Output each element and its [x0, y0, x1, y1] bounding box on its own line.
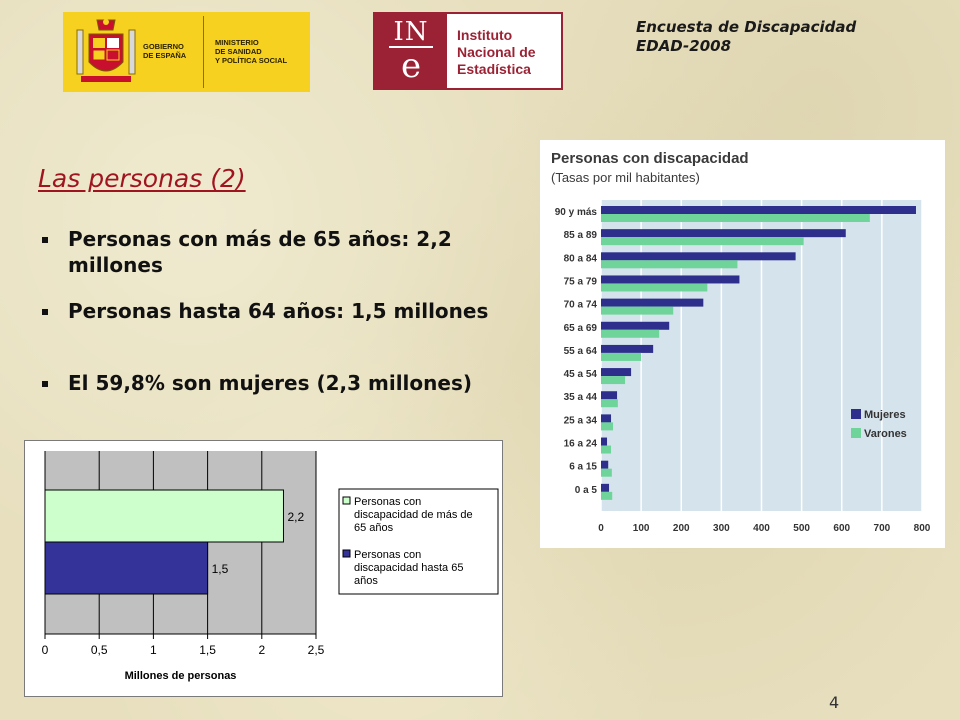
- bar: [601, 422, 614, 431]
- coat-of-arms-icon: [76, 19, 136, 82]
- ine-name: Instituto Nacional de Estadística: [457, 27, 536, 77]
- legend: Personas con discapacidad de más de 65 año…: [338, 488, 499, 595]
- x-tick-label: 700: [874, 523, 891, 534]
- y-tick-label: 6 a 15: [569, 462, 597, 473]
- y-tick-label: 16 a 24: [564, 439, 598, 450]
- ine-mark-icon: IN e: [375, 14, 447, 88]
- legend-swatch: [342, 549, 351, 558]
- legend-label: Personas con discapacidad de más de 65 año…: [354, 496, 473, 534]
- x-tick-label: 2,5: [308, 643, 325, 657]
- ine-logo: IN e Instituto Nacional de Estadística: [373, 12, 563, 90]
- bar: [601, 237, 804, 246]
- bar: [601, 437, 608, 446]
- bar: [601, 214, 870, 222]
- bullet-square-icon: [42, 237, 48, 243]
- gobierno-espana-logo: GOBIERNO DE ESPAÑA MINISTERIO DE SANIDAD…: [63, 12, 310, 92]
- bar: [601, 275, 740, 284]
- bar: [601, 391, 618, 400]
- bar: [601, 376, 626, 385]
- legend-swatch: [851, 409, 861, 419]
- y-tick-label: 55 a 64: [564, 346, 598, 357]
- bar: [601, 352, 642, 361]
- millions-chart-svg: 0 0,5 1 1,5 2 2,5 2,2 1,5 Millones de personas Pe…: [42, 451, 499, 682]
- bar: [601, 483, 610, 492]
- rates-chart: Personas con discapacidad (Tasas por mil …: [540, 140, 945, 548]
- bullet-item: Personas hasta 64 años: 1,5 millones: [42, 298, 502, 324]
- bullet-item: El 59,8% son mujeres (2,3 millones): [42, 370, 502, 396]
- legend-box: [338, 488, 499, 595]
- legend-label: Mujeres: [864, 409, 906, 421]
- x-tick-label: 500: [793, 523, 810, 534]
- x-tick-label: 600: [833, 523, 850, 534]
- bar: [601, 468, 612, 477]
- legend-label: Varones: [864, 428, 907, 440]
- bar: [601, 491, 613, 500]
- y-tick-label: 65 a 69: [564, 323, 598, 334]
- chart-subtitle: (Tasas por mil habitantes): [551, 170, 700, 185]
- bar: [601, 260, 738, 269]
- bullet-text: El 59,8% son mujeres (2,3 millones): [68, 371, 472, 395]
- bar: [601, 368, 632, 377]
- bar: [601, 399, 618, 408]
- bar: [601, 229, 846, 238]
- legend-label: Personas con discapacidad hasta 65 años: [354, 549, 463, 587]
- y-tick-label: 80 a 84: [564, 253, 598, 264]
- bar: [601, 445, 612, 454]
- bar: [601, 329, 660, 338]
- x-tick-label: 1: [150, 643, 157, 657]
- y-tick-label: 85 a 89: [564, 230, 598, 241]
- legend-swatch: [851, 428, 861, 438]
- y-tick-label: 35 a 44: [564, 392, 598, 403]
- bullet-item: Personas con más de 65 años: 2,2 millone…: [42, 226, 502, 278]
- millions-chart: 0 0,5 1 1,5 2 2,5 2,2 1,5 Millones de personas Pe…: [24, 440, 503, 697]
- survey-title: Encuesta de Discapacidad EDAD-2008: [636, 18, 857, 55]
- legend: Mujeres Varones: [851, 409, 907, 440]
- bar: [601, 206, 916, 214]
- y-tick-label: 45 a 54: [564, 369, 598, 380]
- bar: [601, 298, 704, 307]
- bullet-text: Personas con más de 65 años: 2,2 millone…: [68, 227, 452, 277]
- bar: [44, 489, 284, 543]
- slide-title: Las personas (2): [38, 164, 246, 193]
- x-tick-label: 1,5: [199, 643, 216, 657]
- bar: [601, 460, 609, 469]
- x-tick-label: 0: [598, 523, 604, 534]
- bullet-text: Personas hasta 64 años: 1,5 millones: [68, 299, 489, 323]
- x-axis-label: Millones de personas: [125, 670, 237, 682]
- x-tick-label: 800: [914, 523, 931, 534]
- bar: [44, 541, 209, 595]
- x-tick-label: 0: [42, 643, 49, 657]
- bar: [601, 283, 708, 292]
- x-tick-label: 200: [673, 523, 690, 534]
- bar: [601, 252, 796, 261]
- rates-chart-svg: Personas con discapacidad (Tasas por mil …: [551, 150, 931, 534]
- data-label: 1,5: [212, 562, 229, 576]
- legend-swatch: [342, 496, 351, 505]
- ministerio-label: MINISTERIO DE SANIDAD Y POLÍTICA SOCIAL: [215, 38, 288, 65]
- x-tick-label: 400: [753, 523, 770, 534]
- chart-title: Personas con discapacidad: [551, 150, 749, 167]
- x-tick-label: 0,5: [91, 643, 108, 657]
- bar: [601, 344, 654, 353]
- gobierno-label: GOBIERNO DE ESPAÑA: [143, 42, 187, 60]
- bar: [601, 321, 670, 330]
- y-tick-label: 75 a 79: [564, 276, 598, 287]
- data-label: 2,2: [287, 510, 304, 524]
- bar: [601, 414, 612, 423]
- bullet-square-icon: [42, 381, 48, 387]
- y-tick-label: 0 a 5: [575, 485, 598, 496]
- bar: [601, 306, 674, 315]
- x-tick-label: 2: [258, 643, 265, 657]
- x-tick-label: 100: [633, 523, 650, 534]
- y-tick-label: 90 y más: [555, 207, 598, 218]
- x-tick-label: 300: [713, 523, 730, 534]
- y-tick-label: 70 a 74: [564, 300, 598, 311]
- y-tick-label: 25 a 34: [564, 415, 598, 426]
- page-number: 4: [829, 693, 840, 712]
- bullet-square-icon: [42, 309, 48, 315]
